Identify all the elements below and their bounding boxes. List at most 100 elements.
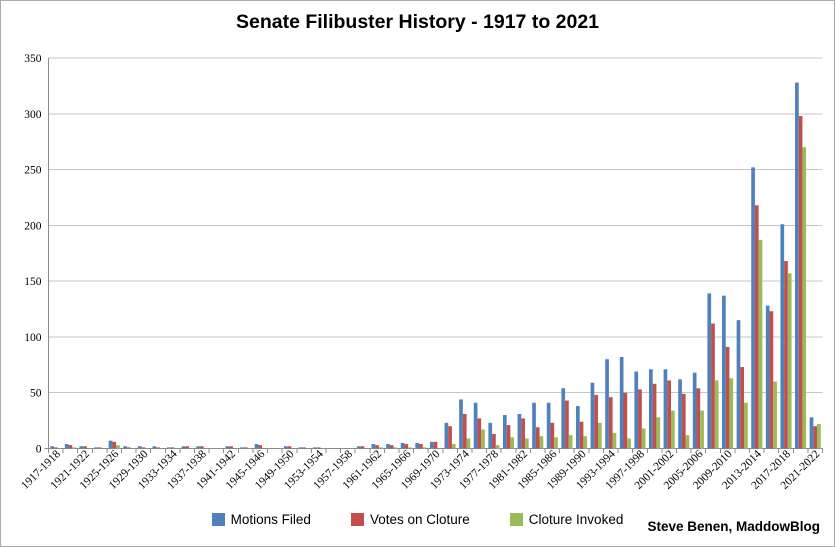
bar-cloture-invoked xyxy=(539,436,544,449)
bar-motions-filed xyxy=(152,446,157,449)
bar-cloture-invoked xyxy=(787,273,792,449)
bar-votes-on-cloture xyxy=(126,447,131,449)
bar-motions-filed xyxy=(79,446,84,449)
bar-votes-on-cloture xyxy=(681,393,686,449)
bar-votes-on-cloture xyxy=(258,445,263,449)
bar-motions-filed xyxy=(386,444,390,449)
bar-votes-on-cloture xyxy=(535,427,540,449)
legend-label: Motions Filed xyxy=(230,512,311,527)
chart-title: Senate Filibuster History - 1917 to 2021 xyxy=(235,11,600,33)
bar-votes-on-cloture xyxy=(740,367,745,449)
bar-motions-filed xyxy=(429,441,434,449)
bar-votes-on-cloture xyxy=(287,446,292,449)
bar-motions-filed xyxy=(634,371,639,449)
bar-votes-on-cloture xyxy=(711,323,715,449)
bar-votes-on-cloture xyxy=(506,425,511,449)
bar-motions-filed xyxy=(371,444,376,449)
bar-votes-on-cloture xyxy=(638,389,642,449)
bar-votes-on-cloture xyxy=(652,383,657,449)
bar-motions-filed xyxy=(692,372,697,449)
bar-cloture-invoked xyxy=(597,422,602,449)
bar-votes-on-cloture xyxy=(433,441,438,449)
bar-cloture-invoked xyxy=(510,437,515,449)
bar-motions-filed xyxy=(649,369,653,449)
bar-votes-on-cloture xyxy=(112,441,117,449)
bar-cloture-invoked xyxy=(714,380,719,449)
legend-label: Votes on Cloture xyxy=(369,512,470,527)
bar-votes-on-cloture xyxy=(798,116,803,449)
bar-votes-on-cloture xyxy=(316,447,321,449)
bar-votes-on-cloture xyxy=(156,447,160,449)
bar-votes-on-cloture xyxy=(185,446,190,449)
bar-motions-filed xyxy=(663,369,668,449)
bar-motions-filed xyxy=(50,446,54,449)
bar-cloture-invoked xyxy=(817,423,821,449)
bar-cloture-invoked xyxy=(466,438,471,449)
bar-cloture-invoked xyxy=(627,438,631,449)
bar-motions-filed xyxy=(795,82,799,449)
bar-votes-on-cloture xyxy=(608,397,613,449)
attribution: Steve Benen, MaddowBlog xyxy=(647,519,820,534)
bar-motions-filed xyxy=(444,422,449,449)
bar-votes-on-cloture xyxy=(229,446,233,449)
bar-motions-filed xyxy=(809,417,814,449)
bar-motions-filed xyxy=(108,440,113,449)
bar-votes-on-cloture xyxy=(565,400,569,449)
bar-motions-filed xyxy=(707,293,712,449)
legend-item-cloture-invoked: Cloture Invoked xyxy=(509,512,623,527)
bar-cloture-invoked xyxy=(700,410,704,449)
bar-votes-on-cloture xyxy=(170,447,175,449)
bar-cloture-invoked xyxy=(583,436,588,449)
bar-motions-filed xyxy=(619,357,624,449)
bar-motions-filed xyxy=(298,447,303,449)
bar-cloture-invoked xyxy=(744,402,748,449)
bar-motions-filed xyxy=(780,224,785,449)
bar-cloture-invoked xyxy=(481,429,485,449)
bar-motions-filed xyxy=(605,359,609,449)
bar-motions-filed xyxy=(283,446,288,449)
bar-motions-filed xyxy=(517,413,522,449)
bar-votes-on-cloture xyxy=(83,446,87,449)
bar-votes-on-cloture xyxy=(725,346,730,449)
bar-votes-on-cloture xyxy=(404,444,409,449)
bar-cloture-invoked xyxy=(451,444,456,449)
bar-votes-on-cloture xyxy=(302,447,306,449)
bar-votes-on-cloture xyxy=(375,445,379,449)
legend-item-motions-filed: Motions Filed xyxy=(211,512,311,527)
legend-item-votes-on-cloture: Votes on Cloture xyxy=(350,512,470,527)
bar-cloture-invoked xyxy=(685,435,690,449)
bar-votes-on-cloture xyxy=(53,447,58,449)
bar-motions-filed xyxy=(590,382,595,449)
bar-motions-filed xyxy=(181,446,186,449)
bar-cloture-invoked xyxy=(116,445,120,449)
bar-cloture-invoked xyxy=(378,447,383,449)
y-tick-label: 250 xyxy=(24,165,42,177)
bar-cloture-invoked xyxy=(568,435,573,449)
bar-motions-filed xyxy=(751,167,755,449)
bar-votes-on-cloture xyxy=(199,446,204,449)
y-tick-label: 300 xyxy=(24,109,42,121)
bar-motions-filed xyxy=(678,379,682,449)
bar-motions-filed xyxy=(225,446,230,449)
bar-motions-filed xyxy=(400,442,405,449)
bar-cloture-invoked xyxy=(671,410,675,449)
bar-votes-on-cloture xyxy=(141,447,146,449)
bar-votes-on-cloture xyxy=(696,388,701,449)
bar-votes-on-cloture xyxy=(754,205,759,449)
bar-cloture-invoked xyxy=(758,239,763,449)
bar-votes-on-cloture xyxy=(769,311,774,449)
bar-votes-on-cloture xyxy=(594,394,598,449)
bar-cloture-invoked xyxy=(393,447,398,449)
bar-motions-filed xyxy=(123,446,127,449)
y-tick-label: 200 xyxy=(24,220,42,232)
bar-votes-on-cloture xyxy=(813,426,818,449)
bar-cloture-invoked xyxy=(408,447,412,449)
bar-votes-on-cloture xyxy=(462,413,467,449)
bar-motions-filed xyxy=(473,402,478,449)
bar-motions-filed xyxy=(459,399,463,449)
bar-cloture-invoked xyxy=(641,428,646,449)
bar-votes-on-cloture xyxy=(579,421,584,449)
bar-votes-on-cloture xyxy=(477,418,482,449)
bar-cloture-invoked xyxy=(729,378,734,449)
